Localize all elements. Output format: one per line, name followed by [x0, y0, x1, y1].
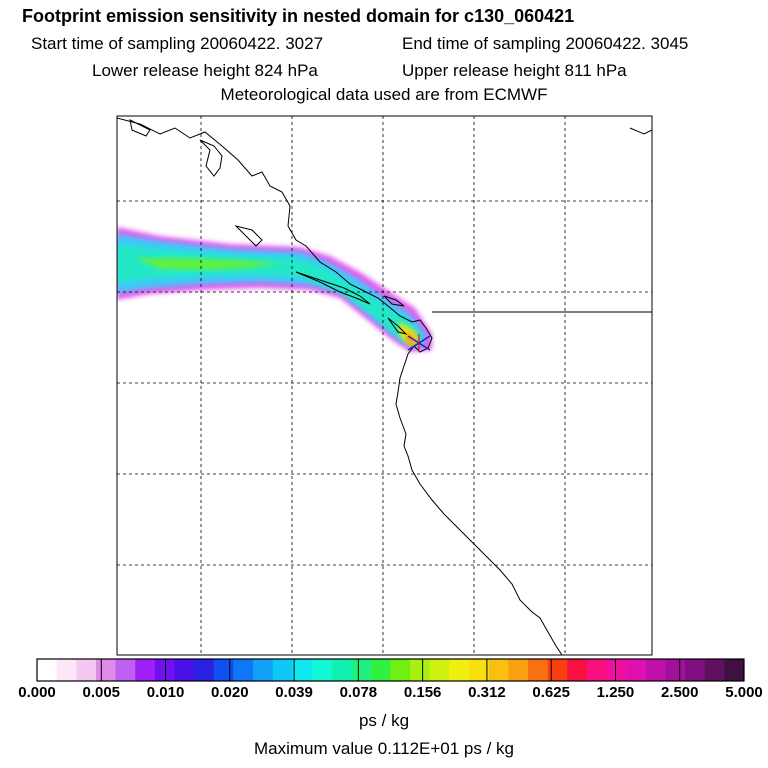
colorbar-cell [724, 659, 745, 681]
colorbar-tick-label: 0.078 [339, 684, 378, 701]
colorbar-cell [606, 659, 627, 681]
colorbar-cell [213, 659, 234, 681]
colorbar-tick-label: 1.250 [596, 684, 635, 701]
colorbar-cell [685, 659, 706, 681]
colorbar-cell [547, 659, 568, 681]
colorbar-cell [272, 659, 293, 681]
colorbar-cell [135, 659, 156, 681]
colorbar-cells [37, 659, 745, 681]
colorbar-dividers [100, 659, 681, 681]
colorbar-units-label: ps / kg [358, 711, 410, 730]
colorbar-cell [449, 659, 470, 681]
graticule [117, 116, 652, 655]
lower-release-height-label: Lower release height 824 hPa [92, 61, 318, 80]
colorbar-tick-label: 0.010 [146, 684, 185, 701]
colorbar-tick-label: 0.005 [82, 684, 121, 701]
colorbar-tick-label: 0.020 [211, 684, 249, 701]
colorbar-cell [194, 659, 215, 681]
map-frame [116, 115, 653, 656]
colorbar-cell [233, 659, 254, 681]
colorbar-tick-label: 2.500 [660, 684, 699, 701]
colorbar-cell [174, 659, 195, 681]
colorbar-cell [645, 659, 666, 681]
colorbar-cell [469, 659, 490, 681]
colorbar-cell [253, 659, 274, 681]
colorbar-cell [37, 659, 58, 681]
colorbar-frame [36, 658, 745, 682]
upper-release-height-label: Upper release height 811 hPa [402, 61, 627, 80]
plot-title: Footprint emission sensitivity in nested… [22, 6, 575, 26]
colorbar-cell [311, 659, 333, 681]
colorbar-cell [331, 659, 352, 681]
colorbar-cell [76, 659, 97, 681]
colorbar-cell [586, 659, 608, 681]
colorbar-cell [95, 659, 117, 681]
colorbar-tick-label: 0.000 [18, 684, 56, 701]
colorbar-cell [429, 659, 450, 681]
colorbar-cell [154, 659, 175, 681]
colorbar-tick-label: 0.039 [275, 684, 313, 701]
colorbar-cell [665, 659, 686, 681]
colorbar-cell [390, 659, 411, 681]
colorbar-tick-label: 0.312 [468, 684, 506, 701]
colorbar-cell [508, 659, 529, 681]
colorbar-cell [410, 659, 431, 681]
colorbar-cell [292, 659, 313, 681]
colorbar-tick-label: 5.000 [725, 684, 763, 701]
colorbar-cell [56, 659, 77, 681]
maximum-value-label: Maximum value 0.112E+01 ps / kg [253, 739, 514, 758]
colorbar-cell [488, 659, 509, 681]
colorbar-cell [704, 659, 725, 681]
colorbar-cell [567, 659, 588, 681]
start-time-label: Start time of sampling 20060422. 3027 [31, 34, 324, 53]
colorbar-cell [351, 659, 372, 681]
colorbar-cell [527, 659, 549, 681]
colorbar-cell [370, 659, 391, 681]
release-point-marker [407, 334, 431, 352]
colorbar-tick-label: 0.156 [403, 684, 442, 701]
met-data-label: Meteorological data used are from ECMWF [220, 85, 548, 104]
colorbar-tick-label: 0.625 [532, 684, 570, 701]
colorbar-cell [626, 659, 647, 681]
colorbar-cell [115, 659, 136, 681]
end-time-label: End time of sampling 20060422. 3045 [402, 34, 689, 53]
